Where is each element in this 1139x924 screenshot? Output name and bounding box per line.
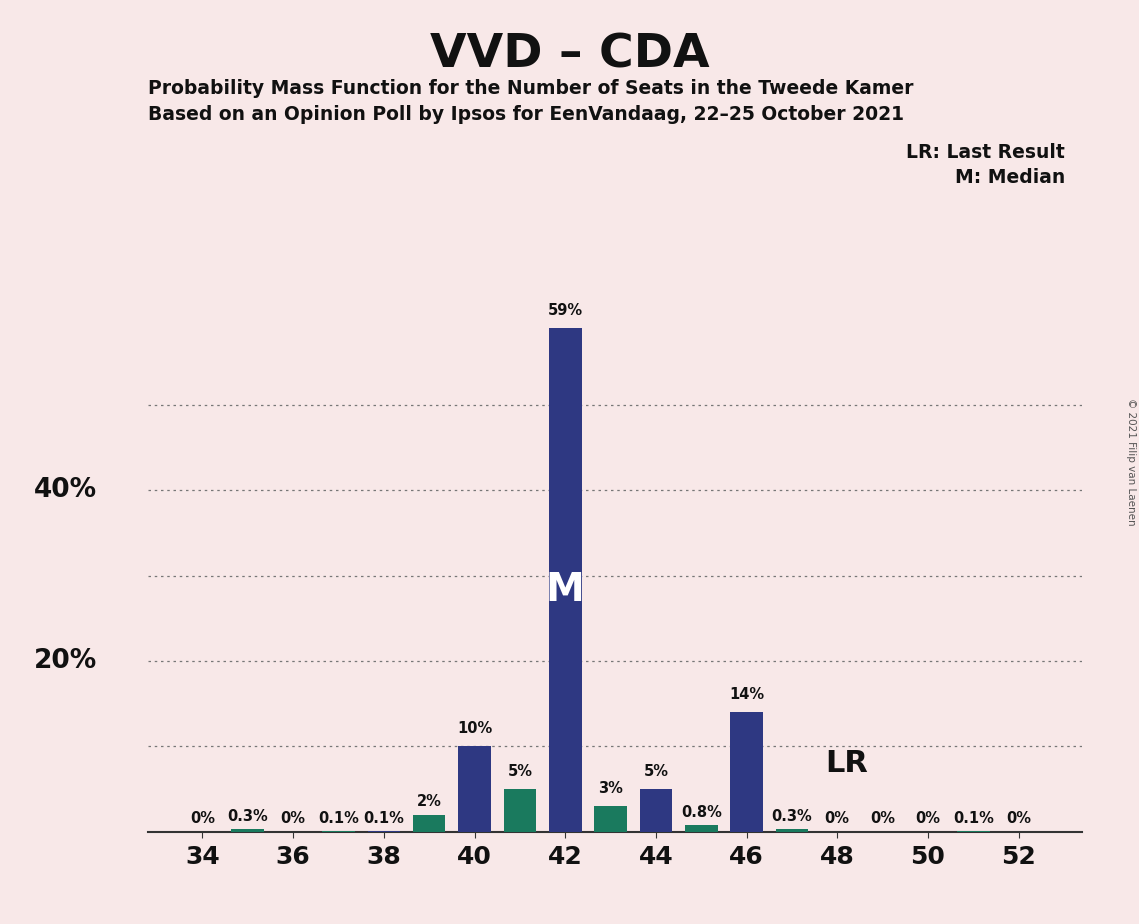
Text: 0%: 0% xyxy=(825,811,850,826)
Text: Based on an Opinion Poll by Ipsos for EenVandaag, 22–25 October 2021: Based on an Opinion Poll by Ipsos for Ee… xyxy=(148,105,904,125)
Text: Probability Mass Function for the Number of Seats in the Tweede Kamer: Probability Mass Function for the Number… xyxy=(148,79,913,98)
Text: 0.3%: 0.3% xyxy=(771,808,812,824)
Text: 10%: 10% xyxy=(457,721,492,736)
Text: © 2021 Filip van Laenen: © 2021 Filip van Laenen xyxy=(1126,398,1136,526)
Bar xyxy=(730,712,763,832)
Text: 20%: 20% xyxy=(33,648,97,674)
Text: 0%: 0% xyxy=(280,811,305,826)
Bar xyxy=(231,829,264,832)
Bar xyxy=(685,825,718,832)
Text: 0%: 0% xyxy=(1006,811,1031,826)
Text: 0.1%: 0.1% xyxy=(363,810,404,826)
Text: 40%: 40% xyxy=(33,478,97,504)
Text: 0.1%: 0.1% xyxy=(953,810,993,826)
Text: 0.8%: 0.8% xyxy=(681,805,722,820)
Bar xyxy=(503,789,536,832)
Text: LR: Last Result: LR: Last Result xyxy=(907,143,1065,163)
Bar xyxy=(549,328,582,832)
Text: M: M xyxy=(546,571,584,609)
Text: M: Median: M: Median xyxy=(954,168,1065,188)
Text: 0%: 0% xyxy=(190,811,215,826)
Bar xyxy=(412,815,445,832)
Text: 2%: 2% xyxy=(417,795,442,809)
Text: 59%: 59% xyxy=(548,303,583,318)
Text: 0%: 0% xyxy=(916,811,941,826)
Bar xyxy=(639,789,672,832)
Bar xyxy=(776,829,809,832)
Text: 14%: 14% xyxy=(729,687,764,702)
Text: 5%: 5% xyxy=(507,764,532,779)
Text: 3%: 3% xyxy=(598,781,623,796)
Text: 0.3%: 0.3% xyxy=(228,808,268,824)
Text: VVD – CDA: VVD – CDA xyxy=(429,32,710,78)
Text: 5%: 5% xyxy=(644,764,669,779)
Text: 0.1%: 0.1% xyxy=(318,810,359,826)
Text: LR: LR xyxy=(825,748,868,778)
Bar xyxy=(458,747,491,832)
Text: 0%: 0% xyxy=(870,811,895,826)
Bar xyxy=(595,806,626,832)
